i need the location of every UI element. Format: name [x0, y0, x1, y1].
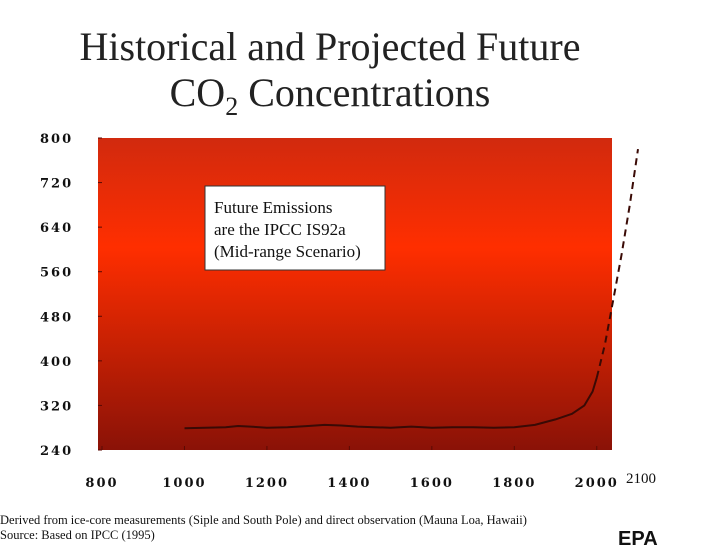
x-tick-label: 1200 — [245, 476, 289, 491]
x-tick-label: 2000 — [575, 476, 619, 491]
y-tick-label: 800 — [40, 132, 73, 147]
annotation-line-1: Future Emissions — [214, 198, 333, 217]
chart-title: Historical and Projected Future CO2 Conc… — [0, 24, 660, 120]
title-co: CO — [169, 70, 226, 115]
title-line-1: Historical and Projected Future — [79, 24, 581, 69]
annotation-line-3: (Mid-range Scenario) — [214, 242, 361, 261]
x-tick-label-extra: 2100 — [626, 471, 656, 487]
y-tick-label: 720 — [40, 177, 73, 192]
y-tick-label: 560 — [40, 266, 73, 281]
x-tick-label: 1600 — [410, 476, 454, 491]
y-tick-label: 640 — [40, 221, 73, 236]
y-axis-ticks: 240 320 400 480 560 640 720 800 — [40, 132, 102, 459]
projected-co2-line — [595, 148, 639, 378]
historical-co2-line — [184, 377, 598, 430]
annotation-box: Future Emissions are the IPCC IS92a (Mid… — [204, 185, 386, 271]
plot-area — [98, 138, 612, 450]
title-line-2: CO2 Concentrations — [0, 70, 660, 120]
y-tick-label: 240 — [40, 444, 73, 459]
source-line-2: Source: Based on IPCC (1995) — [0, 528, 155, 542]
source-line-1: Derived from ice-core measurements (Sipl… — [0, 513, 527, 527]
y-tick-label: 480 — [40, 310, 73, 325]
y-tick-label: 320 — [40, 399, 73, 414]
x-tick-label: 1000 — [162, 476, 206, 491]
source-note: Derived from ice-core measurements (Sipl… — [0, 513, 720, 543]
title-concentrations: Concentrations — [238, 70, 491, 115]
co2-chart: 240 320 400 480 560 640 720 800 800 1000 1200 1400… — [40, 132, 656, 491]
x-tick-label: 800 — [85, 476, 118, 491]
annotation-line-2: are the IPCC IS92a — [214, 220, 346, 239]
x-tick-label: 1400 — [327, 476, 371, 491]
x-tick-label: 1800 — [492, 476, 536, 491]
x-axis-ticks: 800 1000 1200 1400 1600 1800 2000 2100 — [85, 446, 656, 491]
series-layer — [184, 148, 639, 430]
y-tick-label: 400 — [40, 355, 73, 370]
title-subscript: 2 — [225, 92, 239, 121]
